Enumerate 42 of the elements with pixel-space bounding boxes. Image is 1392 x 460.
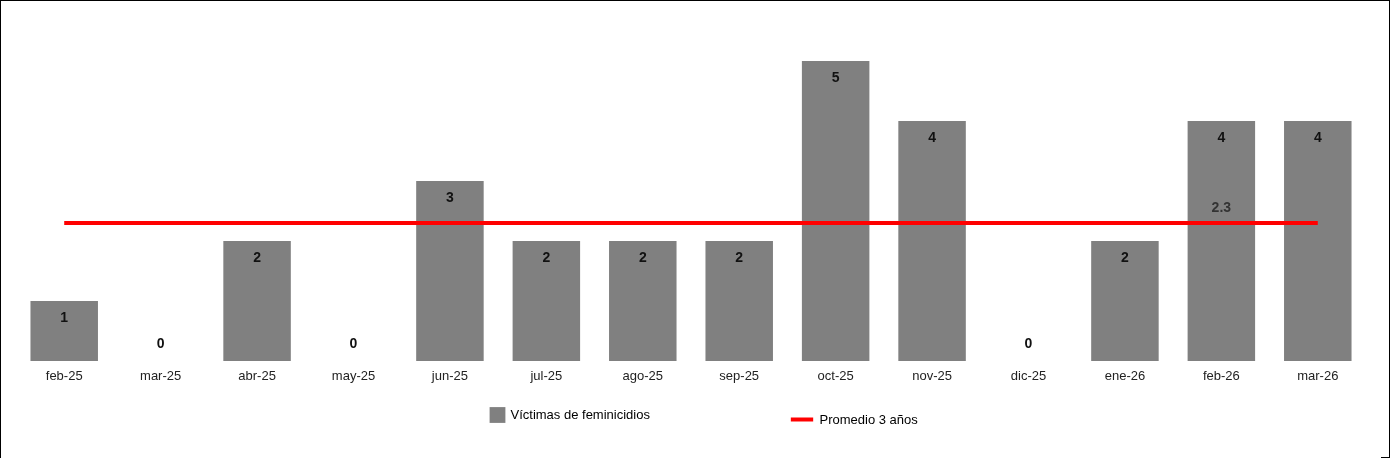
bar: [223, 241, 291, 361]
bar: [30, 301, 98, 361]
data-label: 2: [253, 249, 262, 265]
x-tick-label: mar-25: [140, 367, 182, 383]
x-tick-label: sep-25: [719, 367, 760, 383]
data-label: 0: [156, 335, 165, 351]
legend-label: Víctimas de feminicidios: [510, 407, 651, 422]
bar: [416, 181, 484, 361]
data-label: 1: [60, 309, 69, 325]
bar: [801, 61, 870, 361]
data-label: 2: [1121, 249, 1130, 265]
x-tick-label: may-25: [331, 367, 376, 383]
x-tick-label: feb-26: [1202, 367, 1240, 383]
data-label: 4: [1217, 129, 1226, 145]
x-tick-label: nov-25: [912, 367, 952, 383]
bar: [1284, 121, 1352, 361]
x-tick-label: oct-25: [817, 367, 854, 383]
data-label: 2.3: [1211, 199, 1232, 215]
data-label: 4: [1313, 129, 1322, 145]
legend-label: Promedio 3 años: [819, 411, 919, 427]
x-tick-label: ago-25: [622, 367, 664, 383]
data-label: 2: [638, 249, 647, 265]
x-tick-label: dic-25: [1010, 367, 1047, 383]
bar: [898, 121, 966, 361]
bar: [609, 241, 677, 361]
bar: [1091, 241, 1159, 361]
x-tick-label: feb-25: [45, 367, 83, 383]
data-label: 0: [349, 335, 358, 351]
bar: [512, 241, 581, 361]
data-label: 2: [735, 249, 744, 265]
bar: [705, 241, 773, 361]
data-label: 3: [446, 189, 455, 205]
data-label: 2: [542, 249, 551, 265]
x-tick-label: mar-26: [1297, 367, 1339, 383]
data-label: 5: [831, 69, 840, 85]
x-tick-label: jul-25: [529, 367, 563, 383]
bar: [1187, 121, 1256, 361]
data-label: 0: [1024, 335, 1033, 351]
x-tick-label: jun-25: [430, 367, 468, 383]
x-tick-label: abr-25: [238, 367, 276, 383]
data-label: 4: [928, 129, 937, 145]
x-tick-label: ene-26: [1104, 367, 1146, 383]
